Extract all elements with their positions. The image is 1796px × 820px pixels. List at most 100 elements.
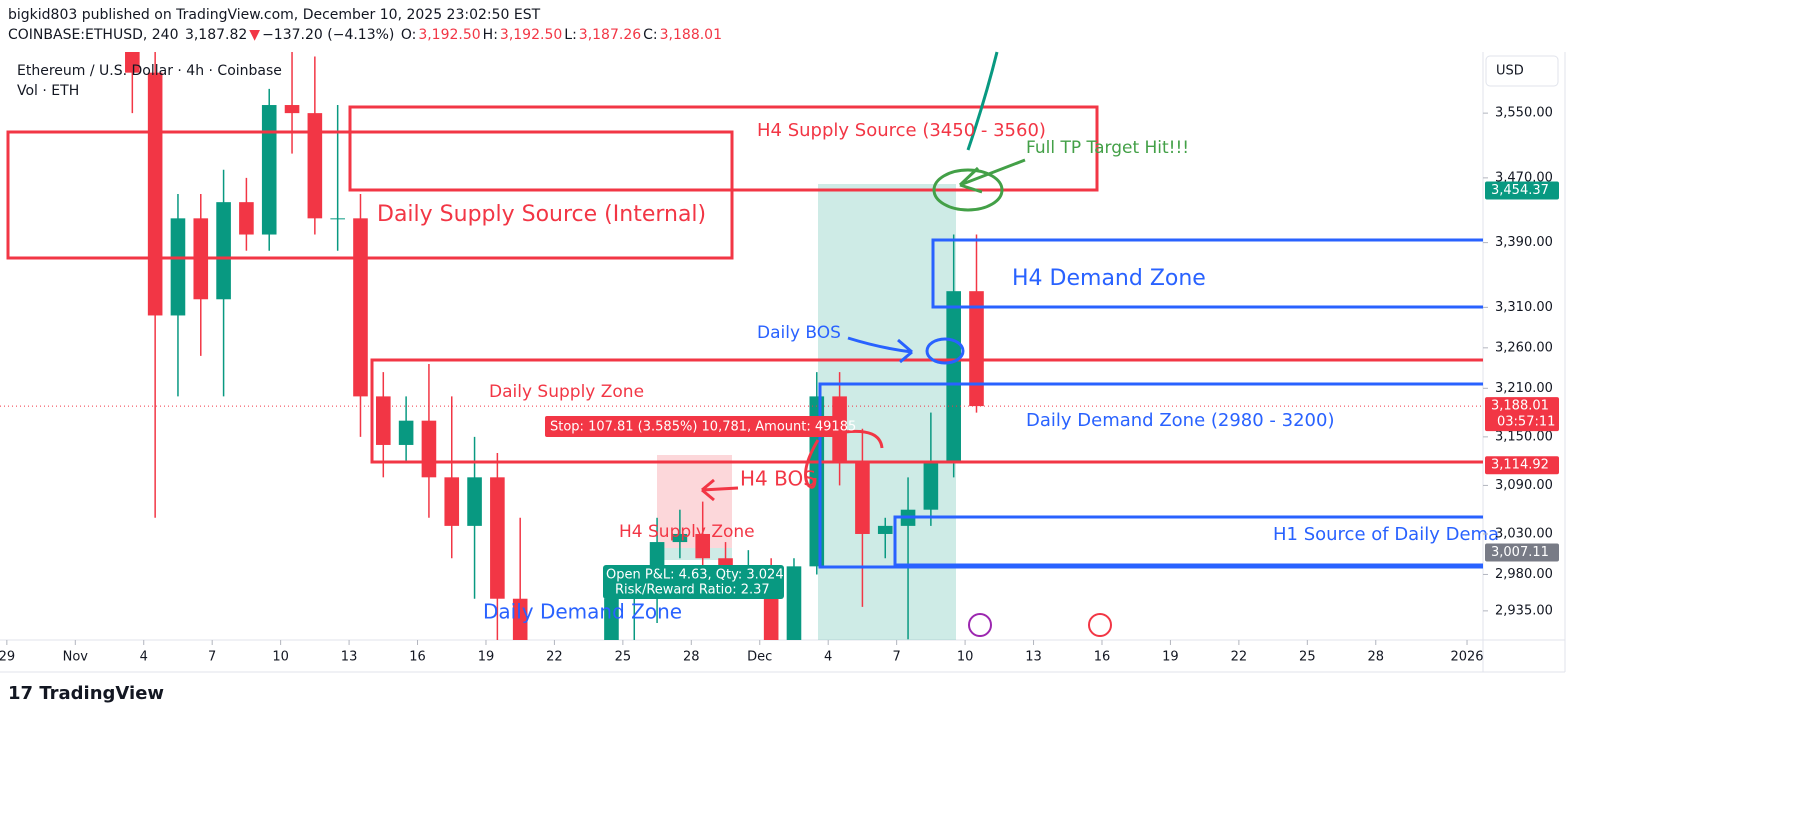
candle-body (786, 566, 802, 640)
zone (348, 105, 1099, 192)
drawings (6, 51, 1483, 637)
ohlc-label: O: (400, 27, 417, 43)
ohlc-label: C: (643, 27, 658, 43)
candle-body (877, 525, 893, 534)
candle-body (559, 736, 574, 752)
x-tick-label: 2026 (1450, 650, 1483, 665)
legend-title: Ethereum / U.S. Dollar · 4h · Coinbase (17, 63, 282, 79)
price-label-box (1485, 397, 1559, 432)
price-label: 3,007.11 (1491, 545, 1549, 560)
y-tick-label: 3,310.00 (1495, 300, 1553, 315)
zone (893, 515, 1483, 567)
y-tick-label: 3,210.00 (1495, 381, 1553, 396)
circle (925, 337, 965, 365)
x-tick-label: 10 (272, 650, 289, 665)
ohlc-label: H: (482, 27, 498, 43)
candle-body (604, 598, 619, 640)
countdown: 03:57:11 (1497, 415, 1555, 430)
candle-body (398, 420, 414, 445)
annotation: H4 Supply Source (3450 - 3560) (757, 120, 1046, 141)
candle-body (718, 558, 733, 567)
annotation: Daily Supply Zone (489, 382, 644, 402)
candle-body (581, 712, 596, 736)
x-tick-label: 7 (893, 650, 901, 665)
last: 3,187.82 (184, 27, 248, 43)
annotation: Risk/Reward Ratio: 2.37 (615, 583, 770, 598)
ohlc-label: L: (564, 27, 577, 43)
candle-body (147, 72, 163, 316)
candle-body (512, 598, 528, 640)
annotation: H4 Supply Zone (619, 522, 755, 542)
x-tick-label: 28 (1367, 650, 1384, 665)
x-tick-label: 25 (615, 650, 632, 665)
y-tick-label: 3,550.00 (1495, 106, 1553, 121)
candle-body (307, 113, 323, 219)
y-tick-label: 3,390.00 (1495, 235, 1553, 250)
ohlc-value: 3,192.50 (499, 27, 563, 43)
candle-body (855, 461, 870, 534)
candle-body (946, 291, 961, 462)
trend-stroke (966, 51, 999, 151)
labels: Daily Supply Source (Internal) H4 Supply… (8, 55, 1559, 704)
x-tick-label: 4 (824, 650, 832, 665)
candle-body (969, 291, 984, 407)
arrow (958, 158, 1026, 194)
zone (931, 238, 1483, 309)
quote-line: COINBASE:ETHUSD, 240 3,187.82 ▼ −137.20 (−… (8, 25, 726, 45)
price-label-box (1485, 456, 1559, 475)
change: −137.20 (−4.13%) (262, 27, 395, 43)
brand: 17 TradingView (8, 683, 164, 704)
currency-box (1485, 55, 1559, 87)
byline: bigkid803 published on TradingView.com, … (8, 7, 541, 23)
annotation: Daily BOS (757, 323, 841, 343)
y-tick-label: 3,030.00 (1495, 526, 1553, 541)
x-tick-label: 13 (341, 650, 358, 665)
zone (6, 130, 734, 260)
arrow (847, 336, 913, 364)
candle-body (490, 477, 505, 599)
brand-name: TradingView (39, 683, 164, 704)
candle-body (353, 218, 368, 397)
candle-body (695, 533, 711, 559)
ohlc-value: 3,187.26 (578, 27, 642, 43)
price-label: 3,188.01 (1491, 399, 1549, 414)
circle (932, 168, 1004, 212)
annotation: H1 Source of Daily Dema (1273, 524, 1499, 545)
legend-volume: Vol · ETH (17, 83, 79, 99)
position-risk (657, 455, 732, 548)
x-tick-label: 29 (0, 650, 15, 665)
annotation: H4 BOS (740, 467, 816, 491)
candle-body (467, 477, 482, 526)
pl-box (603, 565, 784, 599)
axes: 3,550.003,470.003,390.003,310.003,260.00… (0, 106, 1559, 665)
annotation: Stop: 107.81 (3.585%) 10,781, Amount: 49… (550, 420, 856, 435)
candle-body (170, 218, 186, 316)
x-tick-label: 19 (1162, 650, 1179, 665)
candle-body (923, 461, 939, 510)
price-label: 3,454.37 (1491, 183, 1549, 198)
x-tick-label: 28 (683, 650, 700, 665)
annotation: Open P&L: 4.63, Qty: 3.024 (606, 568, 784, 583)
ohlc-value: 3,188.01 (659, 27, 722, 43)
x-tick-label: Nov (63, 650, 89, 665)
price-label: 3,114.92 (1491, 458, 1549, 473)
x-tick-label: 19 (478, 650, 495, 665)
event-icon (968, 613, 992, 637)
annotation: Full TP Target Hit!!! (1026, 138, 1189, 158)
x-tick-label: 22 (1231, 650, 1248, 665)
x-tick-label: 16 (1094, 650, 1111, 665)
x-tick-label: Dec (747, 650, 772, 665)
candle-body (125, 52, 140, 73)
price-label-box (1485, 181, 1559, 200)
price-label-box (1485, 543, 1559, 562)
x-tick-label: 22 (546, 650, 563, 665)
arrow (804, 429, 884, 489)
candle-body (239, 202, 254, 235)
candle-body (330, 218, 345, 220)
y-tick-label: 3,150.00 (1495, 429, 1553, 444)
candle-body (261, 105, 277, 235)
x-tick-label: 10 (957, 650, 974, 665)
position-profit (657, 548, 732, 560)
symbol: COINBASE:ETHUSD, 240 (8, 27, 179, 43)
